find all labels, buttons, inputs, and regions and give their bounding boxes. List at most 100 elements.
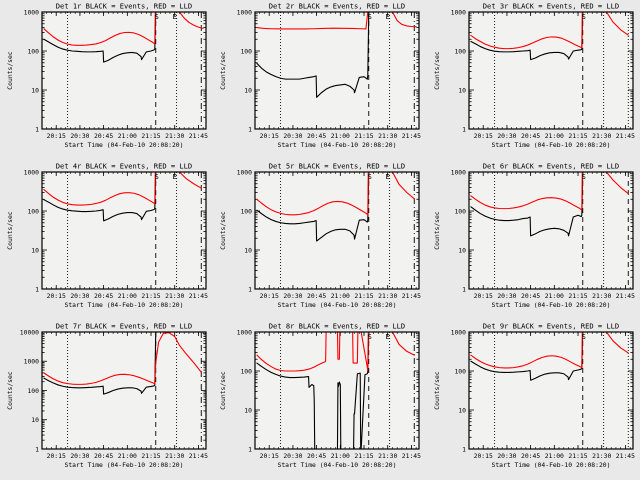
axis-frame [468, 171, 634, 290]
y-tick-label: 10 [31, 416, 39, 424]
annotation-e: E [386, 172, 390, 181]
x-axis-label: Start Time (04-Feb-10 20:08:20) [278, 301, 397, 309]
y-tick-label: 100 [27, 207, 39, 215]
x-tick-label: 21:45 [189, 132, 208, 140]
x-axis-label: Start Time (04-Feb-10 20:08:20) [491, 301, 610, 309]
annotation-s: S [368, 172, 372, 181]
y-tick-label: 100 [27, 47, 39, 55]
y-tick-label: 1000 [24, 168, 40, 176]
y-tick-label: 1 [248, 125, 252, 133]
panel-title: Det 3r BLACK = Events, RED = LLD [482, 2, 618, 11]
panel-8: 1 10 100 1000 20:15 20:30 20:45 21:00 21:15 21:30… [213, 320, 427, 480]
x-tick-label: 21:30 [165, 452, 184, 460]
x-tick-label: 20:15 [473, 292, 492, 300]
x-tick-label: 21:15 [355, 452, 374, 460]
y-tick-label: 1000 [237, 168, 253, 176]
x-tick-label: 21:15 [568, 132, 587, 140]
series-line-events [43, 12, 157, 63]
y-axis-label: Counts/sec [433, 211, 441, 250]
y-tick-label: 1 [462, 125, 466, 133]
x-tick-label: 20:45 [94, 292, 113, 300]
y-tick-label: 1 [248, 285, 252, 293]
x-tick-label: 20:45 [521, 452, 540, 460]
x-tick-label: 21:15 [355, 292, 374, 300]
plot-area [468, 332, 633, 449]
x-tick-label: 20:30 [497, 452, 516, 460]
panel-title: Det 5r BLACK = Events, RED = LLD [269, 162, 405, 171]
axis-frame [468, 331, 634, 450]
annotation-e: E [173, 12, 177, 21]
annotation-s: S [368, 12, 372, 21]
x-tick-label: 21:30 [378, 292, 397, 300]
panel-6: 1 10 100 1000 20:15 20:30 20:45 21:00 21:15 21:30… [426, 160, 640, 320]
y-tick-label: 10 [458, 246, 466, 254]
panel-2: 1 10 100 1000 20:15 20:30 20:45 21:00 21:15 21:30… [213, 0, 427, 160]
annotation-e: E [173, 172, 177, 181]
plot-area [41, 332, 206, 449]
series-line-events [256, 12, 370, 98]
y-axis-label: Counts/sec [6, 371, 14, 410]
x-tick-label: 20:30 [284, 132, 303, 140]
x-tick-label: 21:30 [592, 292, 611, 300]
x-tick-label: 21:30 [378, 132, 397, 140]
x-tick-label: 20:15 [473, 452, 492, 460]
plot-area [468, 172, 633, 289]
series-line-lld [256, 172, 416, 216]
panel-9: 1 10 100 1000 20:15 20:30 20:45 21:00 21:15 21:30… [426, 320, 640, 480]
x-axis-label: Start Time (04-Feb-10 20:08:20) [65, 301, 184, 309]
plot-area [41, 12, 206, 129]
y-tick-label: 1 [35, 125, 39, 133]
y-tick-label: 1 [462, 445, 466, 453]
y-tick-label: 10000 [20, 328, 39, 336]
x-tick-label: 20:30 [284, 452, 303, 460]
y-tick-label: 10 [245, 86, 253, 94]
y-tick-label: 1000 [450, 168, 466, 176]
x-tick-label: 21:00 [331, 132, 350, 140]
y-axis-label: Counts/sec [433, 371, 441, 410]
x-axis-label: Start Time (04-Feb-10 20:08:20) [65, 461, 184, 469]
axis-frame [468, 11, 634, 130]
series-line-lld [470, 332, 629, 369]
annotation-s: S [155, 172, 159, 181]
series-line-events [43, 172, 157, 222]
y-tick-label: 100 [454, 367, 466, 375]
x-tick-label: 21:00 [331, 292, 350, 300]
x-axis-label: Start Time (04-Feb-10 20:08:20) [491, 461, 610, 469]
x-tick-label: 21:00 [544, 292, 563, 300]
x-tick-label: 20:15 [47, 292, 66, 300]
y-axis-label: Counts/sec [6, 51, 14, 90]
x-tick-label: 21:00 [544, 132, 563, 140]
plot-area [255, 332, 420, 449]
x-axis-label: Start Time (04-Feb-10 20:08:20) [278, 141, 397, 149]
series-line-lld [470, 12, 629, 50]
x-tick-label: 21:15 [568, 292, 587, 300]
series-line-events [470, 172, 583, 237]
plot-area [255, 12, 420, 129]
x-axis-label: Start Time (04-Feb-10 20:08:20) [491, 141, 610, 149]
y-tick-label: 100 [241, 207, 253, 215]
annotation-e: E [386, 12, 390, 21]
annotation-s: S [155, 12, 159, 21]
y-axis-label: Counts/sec [219, 371, 227, 410]
y-tick-label: 1000 [237, 8, 253, 16]
series-line-lld [43, 172, 202, 206]
x-tick-label: 20:15 [473, 132, 492, 140]
y-tick-label: 1000 [450, 328, 466, 336]
x-tick-label: 21:00 [331, 452, 350, 460]
y-tick-label: 10 [458, 406, 466, 414]
x-tick-label: 21:30 [165, 132, 184, 140]
panel-title: Det 2r BLACK = Events, RED = LLD [269, 2, 405, 11]
y-tick-label: 1000 [237, 328, 253, 336]
y-tick-label: 1 [35, 285, 39, 293]
series-line-lld [43, 332, 202, 385]
x-tick-label: 20:15 [47, 452, 66, 460]
x-tick-label: 21:00 [118, 132, 137, 140]
panel-title: Det 6r BLACK = Events, RED = LLD [482, 162, 618, 171]
annotation-s: S [581, 12, 585, 21]
panel-7: 1 10 100 1000 10000 20:15 20:30 20:45 21:00 21:15… [0, 320, 214, 480]
y-tick-label: 10 [31, 246, 39, 254]
y-tick-label: 100 [241, 367, 253, 375]
plot-area [255, 172, 420, 289]
x-tick-label: 21:45 [189, 292, 208, 300]
